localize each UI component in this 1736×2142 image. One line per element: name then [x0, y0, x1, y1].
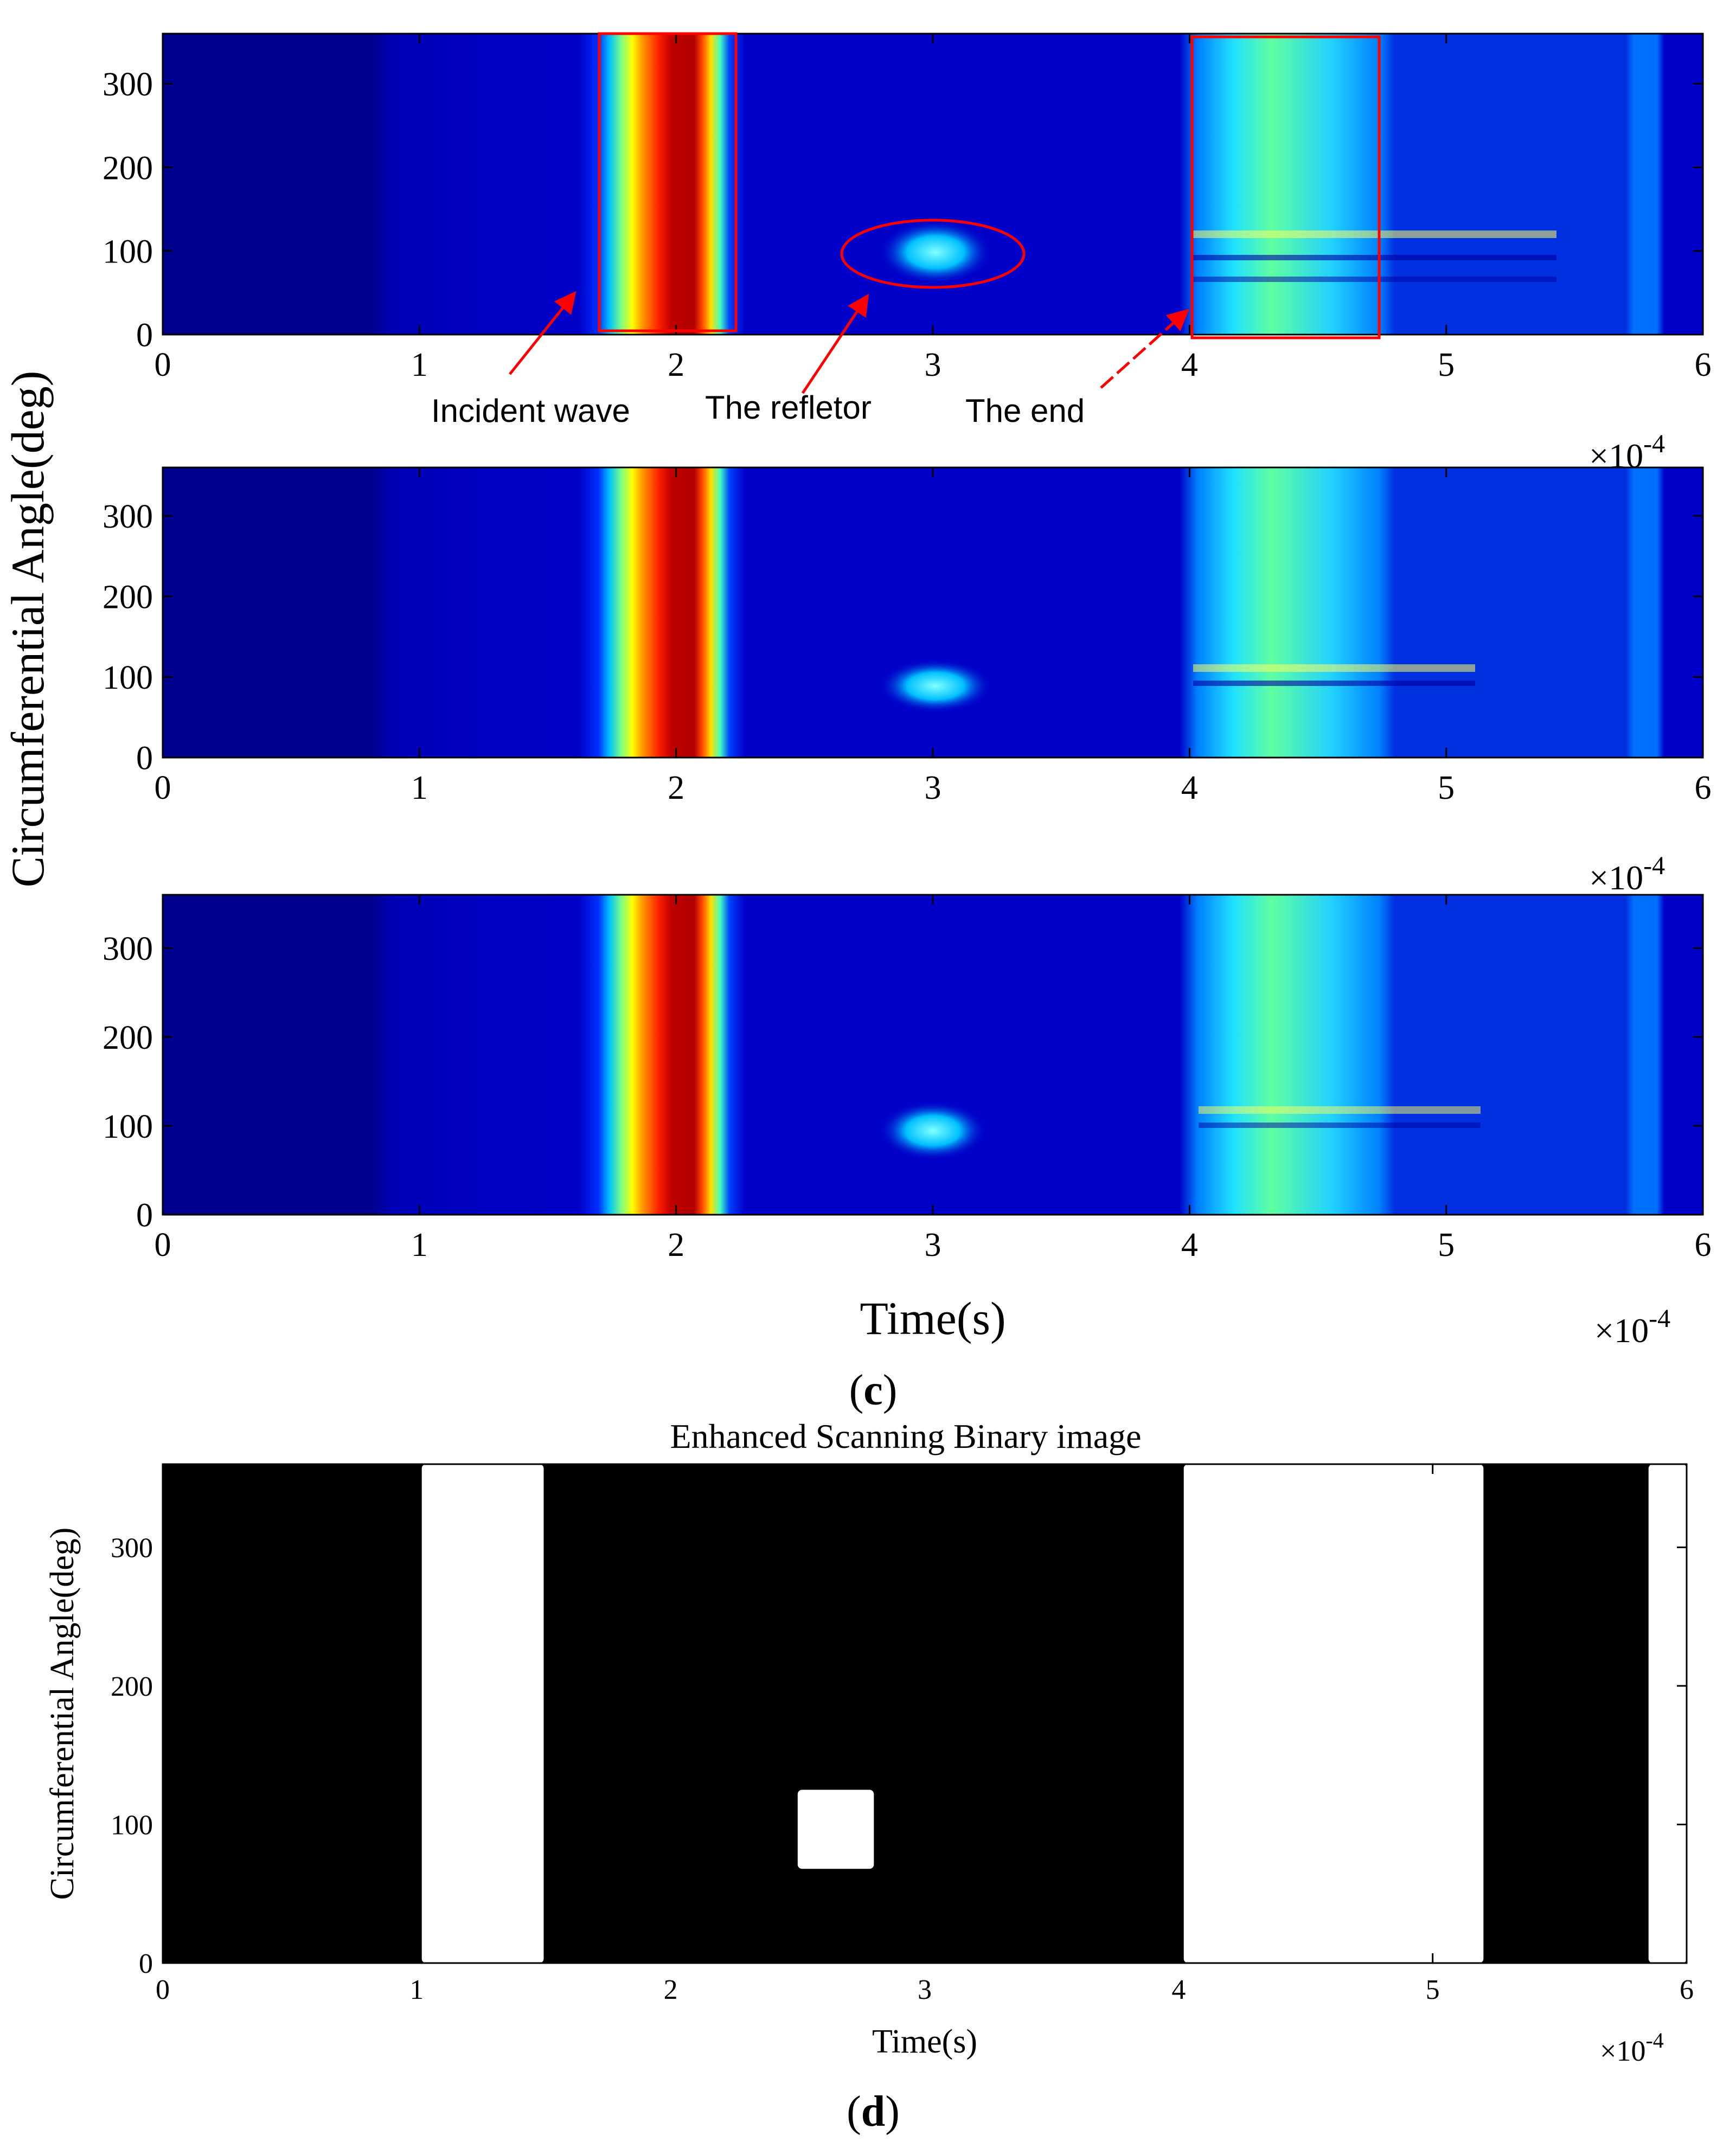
binary-white-region-0 [421, 1464, 544, 1963]
x-tick-label: 6 [1695, 1227, 1712, 1264]
x-tick-label: 5 [1426, 1974, 1440, 2005]
multiplier-c3: ×10-4 [1594, 1304, 1670, 1350]
y-tick-label: 300 [111, 1533, 153, 1564]
reflector-label: The refletor [705, 389, 872, 426]
y-tick-label: 300 [103, 931, 153, 967]
y-tick-label: 100 [103, 234, 153, 271]
end-band-stripe-c3-1 [1199, 1106, 1481, 1114]
x-tick-label: 3 [925, 347, 941, 383]
multiplier-d: ×10-4 [1600, 2028, 1664, 2067]
axis-ticks-c1: 0 1 2 3 4 5 6 0 100 200 300 [103, 34, 1712, 383]
figure-label-d: (d) [847, 2088, 900, 2135]
y-tick-label: 300 [103, 498, 153, 535]
chart-title-d: Enhanced Scanning Binary image [670, 1417, 1141, 1455]
y-tick-label: 200 [103, 150, 153, 187]
xlabel-d: Time(s) [872, 2023, 977, 2060]
y-tick-label: 0 [139, 1948, 153, 1979]
x-tick-label: 5 [1438, 769, 1455, 806]
end-band-stripe-3 [1193, 277, 1556, 282]
heatmap-area-c1 [163, 34, 1703, 335]
ylabel-d: Circumferential Angle(deg) [44, 1528, 81, 1900]
x-tick-label: 4 [1181, 769, 1198, 806]
end-label: The end [965, 393, 1085, 429]
xlabel-c: Time(s) [860, 1292, 1005, 1344]
figure-label-c: (c) [849, 1367, 898, 1414]
x-tick-label: 3 [925, 1227, 941, 1264]
incident-wave-box [598, 32, 738, 332]
x-tick-label: 4 [1171, 1974, 1186, 2005]
x-tick-label: 4 [1181, 347, 1198, 383]
shared-ylabel-c: Circumferential Angle(deg) [2, 371, 54, 888]
x-tick-label: 2 [664, 1974, 678, 2005]
x-tick-label: 0 [155, 347, 171, 383]
binary-white-regions [421, 1464, 1687, 1963]
x-tick-label: 1 [411, 347, 428, 383]
axis-ticks-c3: 0 1 2 3 4 5 6 0 100 200 300 [103, 895, 1712, 1264]
y-tick-label: 0 [136, 1197, 153, 1234]
x-tick-label: 5 [1438, 1227, 1455, 1264]
x-tick-label: 1 [411, 1227, 428, 1264]
y-tick-label: 100 [111, 1810, 153, 1841]
x-tick-label: 2 [668, 1227, 684, 1264]
binary-white-region-3 [1648, 1464, 1687, 1963]
y-tick-label: 200 [103, 579, 153, 615]
reflector-ellipse [840, 219, 1026, 289]
end-box [1190, 35, 1381, 339]
x-tick-label: 0 [155, 769, 171, 806]
x-tick-label: 3 [918, 1974, 932, 2005]
x-tick-label: 2 [668, 347, 684, 383]
end-band-stripe-c2-1 [1193, 664, 1475, 672]
heatmap-panel-c2: 0 1 2 3 4 5 6 0 100 200 300 [103, 466, 1712, 806]
x-tick-label: 2 [668, 769, 684, 806]
x-tick-label: 6 [1695, 769, 1712, 806]
end-band-stripe-c2-2 [1193, 681, 1475, 686]
y-tick-label: 0 [136, 740, 153, 777]
reflector-blob-c1 [879, 220, 992, 285]
y-tick-label: 200 [111, 1671, 153, 1702]
y-tick-label: 100 [103, 1108, 153, 1145]
heatmap-panel-c1: 0 1 2 3 4 5 6 0 100 200 300 Incident wave The refl… [103, 32, 1712, 429]
axis-ticks-c2: 0 1 2 3 4 5 6 0 100 200 300 [103, 467, 1712, 806]
binary-panel-d: 0 1 2 3 4 5 6 0 100 200 300 [111, 1463, 1694, 2005]
y-tick-label: 0 [136, 317, 153, 354]
x-tick-label: 0 [156, 1974, 170, 2005]
multiplier-c2: ×10-4 [1589, 851, 1665, 897]
end-band-stripe-2 [1193, 255, 1556, 260]
x-tick-label: 6 [1695, 347, 1712, 383]
heatmap-area-c2 [163, 467, 1703, 758]
end-arrow [1100, 309, 1189, 389]
x-tick-label: 1 [411, 769, 428, 806]
x-tick-label: 6 [1680, 1974, 1694, 2005]
x-tick-label: 3 [925, 769, 941, 806]
end-band-stripe-c3-2 [1199, 1123, 1481, 1128]
y-tick-label: 200 [103, 1019, 153, 1056]
incident-wave-label: Incident wave [431, 393, 630, 429]
heatmap-area-c3 [163, 895, 1703, 1215]
y-tick-label: 300 [103, 66, 153, 103]
x-tick-label: 1 [409, 1974, 424, 2005]
binary-white-region-2 [1183, 1464, 1484, 1963]
x-tick-label: 0 [155, 1227, 171, 1264]
reflector-arrow [801, 293, 869, 394]
axis-ticks-d: 0 1 2 3 4 5 6 0 100 200 300 [111, 1464, 1694, 2005]
x-tick-label: 5 [1438, 347, 1455, 383]
heatmap-panel-c3: 0 1 2 3 4 5 6 0 100 200 300 [103, 894, 1712, 1264]
reflector-blob-c3 [879, 1101, 987, 1160]
x-tick-label: 4 [1181, 1227, 1198, 1264]
end-band-stripe-1 [1193, 230, 1556, 238]
binary-white-region-1 [797, 1790, 874, 1869]
y-tick-label: 100 [103, 659, 153, 696]
incident-wave-arrow [509, 291, 576, 375]
reflector-blob-c2 [879, 659, 992, 713]
